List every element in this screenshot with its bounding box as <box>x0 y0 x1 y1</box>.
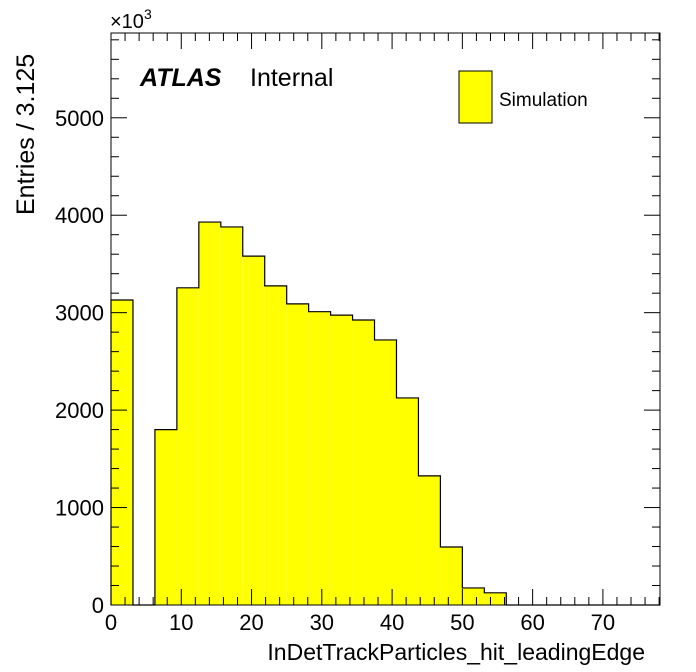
histogram-bar <box>352 319 375 605</box>
y-axis-label: Entries / 3.125 <box>12 54 40 215</box>
y-tick-label: 4000 <box>55 203 104 228</box>
histogram-bar <box>484 592 507 605</box>
x-tick-label: 60 <box>520 610 544 635</box>
internal-label: Internal <box>250 64 333 92</box>
histogram-bar <box>374 339 397 605</box>
legend-swatch <box>458 70 493 124</box>
histogram-bar <box>440 547 463 605</box>
histogram-bar <box>176 287 199 605</box>
ticks-group: 0 10 20 30 40 50 60 70 0 1000 2000 3000 4000 5000 <box>55 33 660 635</box>
histogram-bar <box>220 226 243 605</box>
histogram-outline <box>110 221 660 606</box>
histogram-bar <box>462 587 485 605</box>
x-axis-label: InDetTrackParticles_hit_leadingEdge <box>267 639 645 665</box>
y-tick-label: 0 <box>92 593 104 618</box>
x-tick-label: 30 <box>310 610 334 635</box>
x-tick-label: 10 <box>169 610 193 635</box>
histogram-bar <box>286 303 309 605</box>
y-tick-label: 1000 <box>55 496 104 521</box>
histogram-bar <box>242 256 265 605</box>
y-tick-label: 2000 <box>55 398 104 423</box>
histogram-bar <box>418 475 441 605</box>
y-multiplier: ×103 <box>110 6 152 33</box>
histogram-bar <box>264 285 287 605</box>
x-tick-label: 50 <box>450 610 474 635</box>
x-tick-label: 70 <box>591 610 615 635</box>
histogram-bar <box>330 315 353 605</box>
histogram-bar <box>154 429 177 605</box>
y-tick-label: 3000 <box>55 301 104 326</box>
atlas-label: ATLAS <box>139 64 222 92</box>
y-tick-label: 5000 <box>55 106 104 131</box>
plot-frame <box>110 32 661 606</box>
legend-label: Simulation <box>499 90 588 111</box>
x-tick-label: 0 <box>105 610 117 635</box>
histogram-bar <box>308 311 331 605</box>
histogram-bar <box>396 397 419 605</box>
x-tick-label: 20 <box>239 610 263 635</box>
x-tick-label: 40 <box>380 610 404 635</box>
histogram-bar <box>111 299 133 605</box>
histogram-bar <box>198 222 221 605</box>
bars-group <box>110 221 660 606</box>
